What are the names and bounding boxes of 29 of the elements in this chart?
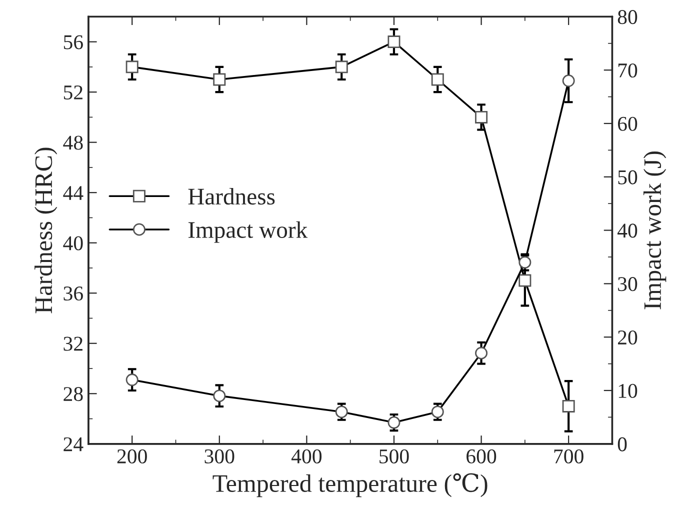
y-tick-label: 52 [64, 85, 82, 100]
y2-tick-label: 30 [618, 277, 638, 292]
y-tick-label: 28 [64, 387, 83, 402]
y-axis-title: Hardness (HRC) [34, 148, 58, 314]
y2-tick-label: 50 [618, 170, 638, 184]
y-tick-label: 56 [64, 35, 83, 50]
y-tick-label: 44 [63, 186, 84, 200]
y2-tick-label: 60 [618, 116, 638, 131]
legend-label: Impact work [188, 221, 308, 243]
y-tick-label: 36 [64, 286, 83, 301]
y-tick-label: 24 [64, 437, 84, 452]
y2-tick-label: 0 [618, 437, 627, 452]
y-tick-label: 48 [63, 136, 83, 150]
y2-tick-label: 20 [618, 330, 638, 345]
x-tick-label: 700 [554, 449, 584, 464]
y2-tick-label: 80 [618, 10, 638, 24]
x-axis-title: Tempered temperature (℃) [212, 473, 488, 498]
x-tick-label: 300 [204, 449, 234, 464]
y2-tick-label: 40 [617, 224, 638, 238]
x-tick-label: 400 [291, 449, 322, 464]
x-tick-label: 500 [380, 449, 409, 464]
y2-axis-title: Impact work (J) [643, 152, 666, 310]
y-tick-label: 40 [63, 236, 83, 250]
legend-label: Hardness [188, 188, 275, 205]
y-tick-label: 32 [64, 336, 82, 351]
y2-tick-label: 10 [618, 384, 638, 398]
x-tick-label: 200 [117, 449, 147, 464]
y2-tick-label: 70 [618, 63, 638, 78]
x-tick-label: 600 [466, 449, 496, 464]
